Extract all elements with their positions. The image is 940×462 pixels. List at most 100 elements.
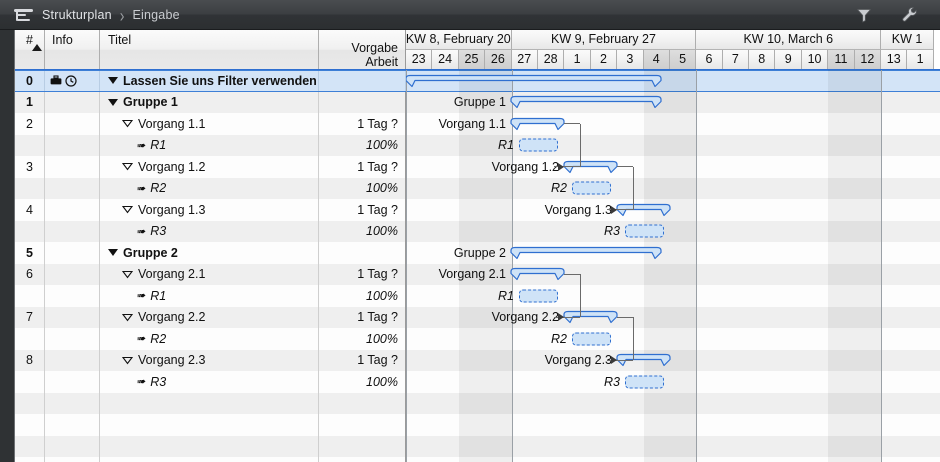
expand-triangle-icon[interactable] bbox=[122, 270, 133, 279]
row-vorgabe-cell: 100% bbox=[319, 328, 406, 350]
column-header-titel[interactable]: Titel bbox=[100, 30, 319, 69]
breadcrumb-crumb-strukturplan[interactable]: Strukturplan bbox=[42, 7, 112, 22]
row-title-cell[interactable]: ➠ R1 bbox=[100, 285, 319, 307]
table-row[interactable]: ➠ R2 100% bbox=[15, 328, 940, 350]
expand-triangle-icon[interactable] bbox=[122, 119, 133, 128]
sort-ascending-icon[interactable] bbox=[32, 44, 42, 51]
table-row[interactable]: 3 Vorgang 1.2 1 Tag ? bbox=[15, 156, 940, 178]
row-info-cell bbox=[45, 113, 100, 135]
row-gantt-cell[interactable] bbox=[406, 264, 940, 286]
row-gantt-cell[interactable] bbox=[406, 307, 940, 329]
row-info-cell bbox=[45, 285, 100, 307]
grid-body[interactable]: 0 Lassen Sie uns Filter verwenden 1 Gruppe … bbox=[15, 70, 940, 462]
row-title-cell[interactable]: ➠ R2 bbox=[100, 328, 319, 350]
row-gantt-cell[interactable] bbox=[406, 113, 940, 135]
row-gantt-cell[interactable] bbox=[406, 92, 940, 114]
row-info-cell bbox=[45, 392, 100, 414]
row-title-cell[interactable] bbox=[100, 414, 319, 436]
row-title-cell[interactable]: Lassen Sie uns Filter verwenden bbox=[100, 70, 319, 92]
row-title-cell[interactable]: ➠ R1 bbox=[100, 134, 319, 156]
row-gantt-cell[interactable] bbox=[406, 371, 940, 393]
row-title-label: R2 bbox=[150, 331, 167, 346]
table-row[interactable]: 2 Vorgang 1.1 1 Tag ? bbox=[15, 113, 940, 135]
row-title-cell[interactable]: Gruppe 2 bbox=[100, 242, 319, 264]
row-info-cell bbox=[45, 263, 100, 285]
table-row[interactable] bbox=[15, 392, 940, 415]
timeline-day-cell: 13 bbox=[881, 49, 908, 69]
row-number-cell bbox=[15, 371, 45, 393]
row-gantt-cell[interactable] bbox=[406, 242, 940, 264]
collapse-triangle-icon[interactable] bbox=[108, 98, 118, 106]
row-gantt-cell[interactable] bbox=[406, 199, 940, 221]
row-gantt-cell[interactable] bbox=[406, 178, 940, 200]
row-title-cell[interactable]: ➠ R2 bbox=[100, 177, 319, 199]
table-row[interactable]: 1 Gruppe 1 bbox=[15, 91, 940, 114]
table-row[interactable] bbox=[15, 435, 940, 458]
row-title-label: Gruppe 1 bbox=[123, 95, 178, 110]
row-title-cell[interactable] bbox=[100, 457, 319, 462]
row-number-cell: 4 bbox=[15, 199, 45, 221]
funnel-icon[interactable] bbox=[852, 3, 876, 27]
column-header-info[interactable]: Info bbox=[45, 30, 100, 69]
row-title-cell[interactable] bbox=[100, 392, 319, 414]
row-gantt-cell[interactable] bbox=[406, 414, 940, 436]
row-title-cell[interactable]: Vorgang 1.1 bbox=[100, 113, 319, 135]
table-row[interactable]: ➠ R1 100% bbox=[15, 134, 940, 157]
row-title-cell[interactable]: Gruppe 1 bbox=[100, 91, 319, 113]
column-header-vorgabe-arbeit[interactable]: Vorgabe Arbeit bbox=[319, 30, 406, 69]
table-row[interactable]: ➠ R2 100% bbox=[15, 177, 940, 200]
row-gantt-cell[interactable] bbox=[406, 70, 940, 92]
row-title-cell[interactable]: ➠ R3 bbox=[100, 220, 319, 242]
timeline-day-cell: 6 bbox=[696, 49, 723, 69]
timeline-week-label: KW 10, March 6 bbox=[696, 30, 882, 50]
row-title-label: Lassen Sie uns Filter verwenden bbox=[123, 73, 317, 88]
row-gantt-cell[interactable] bbox=[406, 350, 940, 372]
table-row-selected[interactable]: 0 Lassen Sie uns Filter verwenden bbox=[15, 70, 940, 92]
expand-triangle-icon[interactable] bbox=[122, 356, 133, 365]
wrench-icon[interactable] bbox=[898, 3, 922, 27]
breadcrumb-crumb-eingabe[interactable]: Eingabe bbox=[132, 7, 180, 22]
expand-triangle-icon[interactable] bbox=[122, 162, 133, 171]
collapse-triangle-icon[interactable] bbox=[108, 249, 118, 257]
row-gantt-cell[interactable] bbox=[406, 436, 940, 458]
row-number-cell bbox=[15, 457, 45, 462]
row-title-cell[interactable] bbox=[100, 435, 319, 457]
row-gantt-cell[interactable] bbox=[406, 156, 940, 178]
row-title-cell[interactable]: Vorgang 1.2 bbox=[100, 156, 319, 178]
table-row[interactable]: 8 Vorgang 2.3 1 Tag ? bbox=[15, 349, 940, 372]
table-row[interactable] bbox=[15, 457, 940, 462]
table-row[interactable]: ➠ R1 100% bbox=[15, 285, 940, 307]
row-title-cell[interactable]: ➠ R3 bbox=[100, 371, 319, 393]
row-title-cell[interactable]: Vorgang 2.2 bbox=[100, 306, 319, 328]
row-gantt-cell[interactable] bbox=[406, 457, 940, 462]
expand-triangle-icon[interactable] bbox=[122, 313, 133, 322]
briefcase-icon[interactable] bbox=[50, 75, 62, 87]
table-row[interactable]: 6 Vorgang 2.1 1 Tag ? bbox=[15, 263, 940, 286]
table-row[interactable]: ➠ R3 100% bbox=[15, 371, 940, 393]
timeline-day-cell: 11 bbox=[828, 49, 855, 69]
clock-icon[interactable] bbox=[65, 75, 77, 87]
table-row[interactable]: 5 Gruppe 2 bbox=[15, 242, 940, 264]
row-number-cell: 6 bbox=[15, 263, 45, 285]
row-gantt-cell[interactable] bbox=[406, 285, 940, 307]
breadcrumb-separator-icon: › bbox=[119, 3, 125, 26]
outline-structure-icon[interactable] bbox=[14, 7, 36, 23]
collapse-triangle-icon[interactable] bbox=[108, 77, 118, 85]
row-title-cell[interactable]: Vorgang 2.1 bbox=[100, 263, 319, 285]
row-gantt-cell[interactable] bbox=[406, 328, 940, 350]
table-row[interactable]: ➠ R3 100% bbox=[15, 220, 940, 243]
expand-triangle-icon[interactable] bbox=[122, 205, 133, 214]
row-gantt-cell[interactable] bbox=[406, 135, 940, 157]
table-row[interactable]: 4 Vorgang 1.3 1 Tag ? bbox=[15, 199, 940, 221]
table-row[interactable] bbox=[15, 414, 940, 436]
row-gantt-cell[interactable] bbox=[406, 393, 940, 415]
timeline-day-cell: 12 bbox=[854, 49, 882, 69]
row-title-cell[interactable]: Vorgang 2.3 bbox=[100, 349, 319, 371]
table-row[interactable]: 7 Vorgang 2.2 1 Tag ? bbox=[15, 306, 940, 329]
row-title-cell[interactable]: Vorgang 1.3 bbox=[100, 199, 319, 221]
column-header-num[interactable]: # bbox=[15, 30, 45, 69]
row-number-cell bbox=[15, 134, 45, 156]
row-gantt-cell[interactable] bbox=[406, 221, 940, 243]
row-info-cell bbox=[45, 70, 100, 92]
